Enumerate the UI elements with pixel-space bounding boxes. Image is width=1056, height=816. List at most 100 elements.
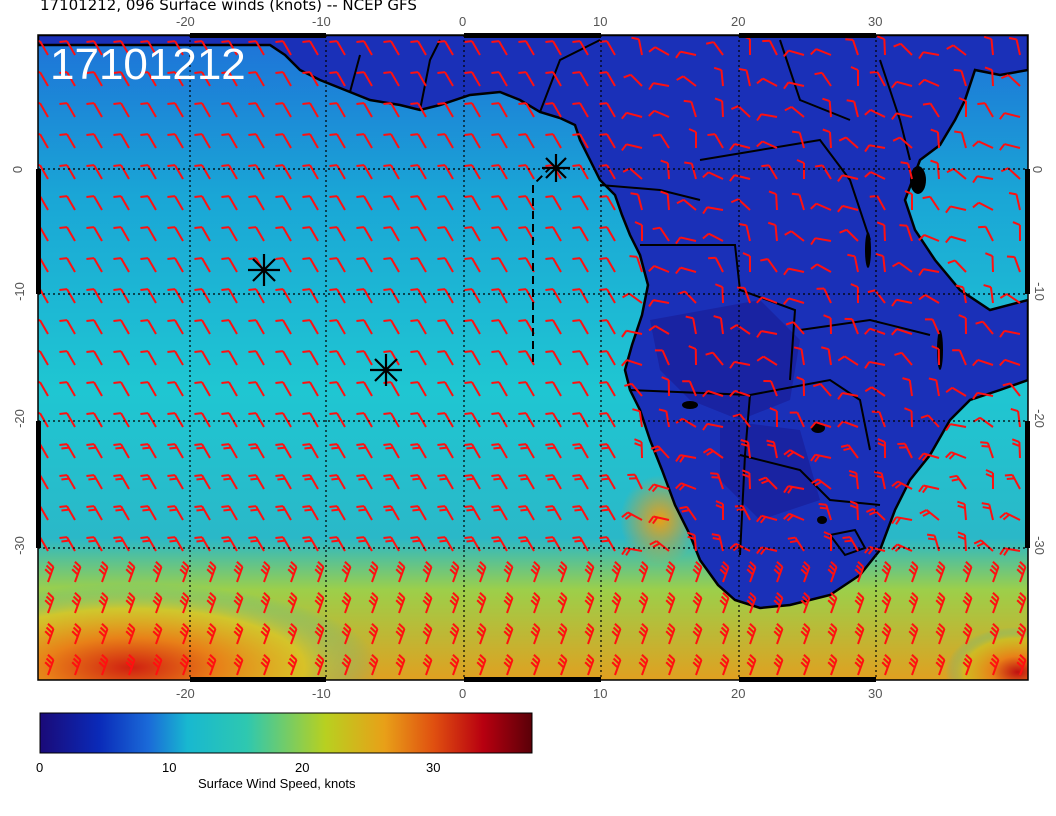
wind-barb (894, 351, 913, 366)
wind-barb (437, 226, 454, 242)
country-borders (349, 39, 931, 557)
wind-barb (275, 71, 292, 87)
wind-barb (900, 161, 913, 180)
wind-barb (275, 195, 292, 211)
wind-barb (464, 474, 481, 490)
wind-barb (206, 654, 217, 676)
wind-barb (792, 130, 805, 149)
wind-barb (260, 592, 271, 614)
wind-barb (302, 40, 319, 56)
wind-barb (221, 443, 238, 459)
wind-barb (891, 80, 913, 89)
wind-barb (648, 82, 670, 91)
wind-barb (838, 136, 859, 149)
wind-barb (730, 198, 751, 211)
wind-barb (464, 164, 481, 180)
wind-barb (518, 350, 535, 366)
wind-barb (491, 474, 508, 490)
wind-barb (875, 252, 886, 273)
wind-barb (113, 381, 130, 397)
wind-barb (935, 561, 946, 583)
wind-barb (179, 623, 190, 645)
wind-barb (572, 133, 589, 149)
wind-barb (784, 230, 805, 242)
wind-barb (999, 511, 1021, 521)
wind-barb (86, 40, 103, 56)
wind-barb (491, 257, 508, 273)
wind-barb (818, 502, 832, 521)
wind-barb (503, 592, 514, 614)
wind-barb (302, 474, 319, 490)
wind-barb (221, 133, 238, 149)
wind-barb (854, 623, 865, 645)
wind-barb (621, 111, 643, 120)
wind-barb (140, 288, 157, 304)
wind-barb (233, 592, 244, 614)
wind-barb (248, 71, 265, 87)
wind-barb (611, 592, 622, 614)
wind-barb (545, 133, 562, 149)
wind-barb (44, 561, 55, 583)
wind-barb (275, 412, 292, 428)
wind-barb (572, 40, 589, 56)
wind-barb (503, 561, 514, 583)
wind-barb (849, 500, 859, 521)
wind-barb (545, 195, 562, 211)
wind-barb (599, 102, 616, 118)
wind-barb (302, 505, 319, 521)
wind-barb (741, 469, 751, 490)
wind-barb (437, 443, 454, 459)
wind-barb (978, 225, 994, 242)
wind-barb (572, 195, 589, 211)
wind-barb (918, 234, 940, 242)
wind-barb (395, 623, 406, 645)
wind-barb (464, 412, 481, 428)
wind-barb (823, 314, 832, 335)
wind-barb (167, 505, 184, 521)
wind-barb (248, 133, 265, 149)
wind-barb (1002, 382, 1021, 397)
wind-barb (738, 223, 751, 242)
lat-tick-right: -10 (1031, 282, 1047, 301)
wind-barb (113, 40, 130, 56)
wind-barb (194, 71, 211, 87)
wind-barb (233, 654, 244, 676)
wind-barb (1016, 592, 1027, 614)
wind-barb (692, 561, 703, 583)
wind-barb (839, 228, 859, 242)
wind-barb (140, 257, 157, 273)
wind-barb (891, 516, 913, 525)
wind-barb (783, 512, 805, 522)
wind-barb (784, 105, 805, 118)
wind-barb (98, 654, 109, 676)
wind-barb (221, 350, 238, 366)
colorbar-tick: 30 (426, 760, 441, 775)
wind-barb (816, 287, 832, 304)
wind-barb (756, 140, 778, 149)
wind-barb (958, 97, 967, 118)
wind-barb (410, 350, 427, 366)
wind-barb (113, 257, 130, 273)
wind-barb (491, 195, 508, 211)
wind-barb (179, 561, 190, 583)
wind-barb (530, 561, 541, 583)
wind-barb (621, 359, 643, 367)
wind-barb (904, 190, 913, 211)
lat-tick-left: 0 (10, 165, 26, 174)
wind-barb (922, 102, 940, 118)
wind-barb (611, 623, 622, 645)
wind-barb (86, 443, 103, 459)
wind-barb (638, 654, 649, 676)
wind-barb (665, 561, 676, 583)
wind-barb (314, 654, 325, 676)
colorbar (39, 712, 533, 754)
wind-barb (632, 408, 643, 428)
wind-barb (756, 296, 778, 304)
wind-barb (864, 386, 886, 397)
wind-barb (86, 474, 103, 490)
wind-barb (329, 536, 346, 552)
colorbar-tick: 10 (162, 760, 177, 775)
wind-barb (113, 536, 130, 552)
wind-barb (329, 474, 346, 490)
